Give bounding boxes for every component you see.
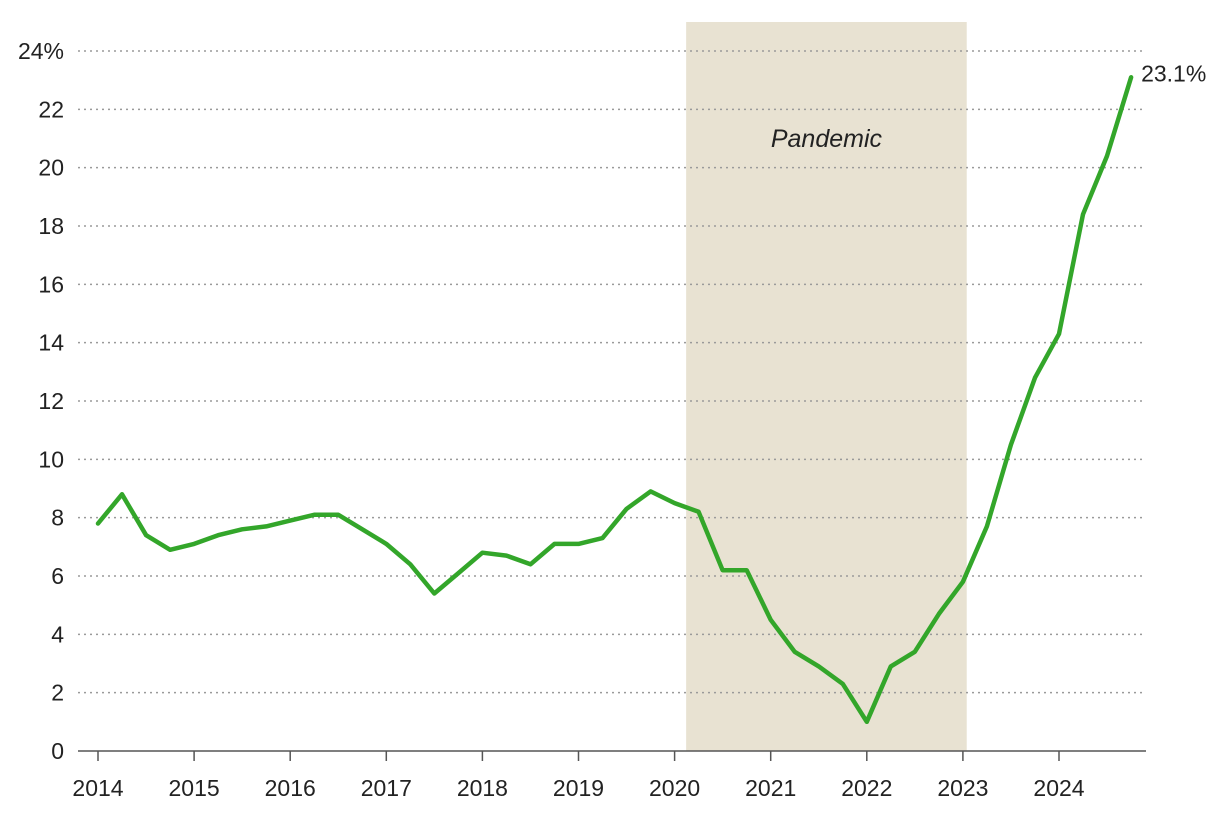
y-tick-label: 22 — [38, 96, 64, 122]
x-tick-label: 2024 — [1033, 775, 1084, 801]
pandemic-band — [686, 22, 967, 751]
gridlines — [78, 50, 1146, 694]
y-tick-label: 10 — [38, 446, 64, 472]
x-tick-label: 2023 — [937, 775, 988, 801]
y-tick-label: 12 — [38, 388, 64, 414]
y-tick-label: 8 — [51, 505, 64, 531]
x-tick-label: 2020 — [649, 775, 700, 801]
x-tick-label: 2022 — [841, 775, 892, 801]
x-tick-label: 2017 — [361, 775, 412, 801]
pandemic-label: Pandemic — [771, 125, 883, 153]
x-tick-label: 2018 — [457, 775, 508, 801]
x-tick-label: 2016 — [265, 775, 316, 801]
y-tick-label: 24% — [18, 38, 64, 64]
y-tick-label: 0 — [51, 738, 64, 764]
x-tick-label: 2015 — [169, 775, 220, 801]
y-tick-label: 2 — [51, 680, 64, 706]
y-tick-label: 14 — [38, 330, 64, 356]
y-tick-label: 18 — [38, 213, 64, 239]
series-line — [95, 75, 1134, 725]
end-value-label: 23.1% — [1141, 60, 1206, 86]
x-tick-label: 2019 — [553, 775, 604, 801]
y-tick-label: 20 — [38, 155, 64, 181]
y-tick-label: 6 — [51, 563, 64, 589]
pandemic-band-group — [686, 22, 967, 751]
y-tick-label: 4 — [51, 621, 64, 647]
y-axis-ticks: 0 2 4 6 8 10 12 14 16 18 20 22 24% — [18, 38, 64, 764]
x-tick-label: 2014 — [72, 775, 123, 801]
x-axis-ticks: 2014 2015 2016 2017 2018 2019 2020 2021 2022 2023… — [72, 751, 1085, 801]
y-tick-label: 16 — [38, 271, 64, 297]
x-tick-label: 2021 — [745, 775, 796, 801]
annotation-group: Pandemic 23.1% — [771, 60, 1206, 153]
series-group — [95, 75, 1134, 725]
